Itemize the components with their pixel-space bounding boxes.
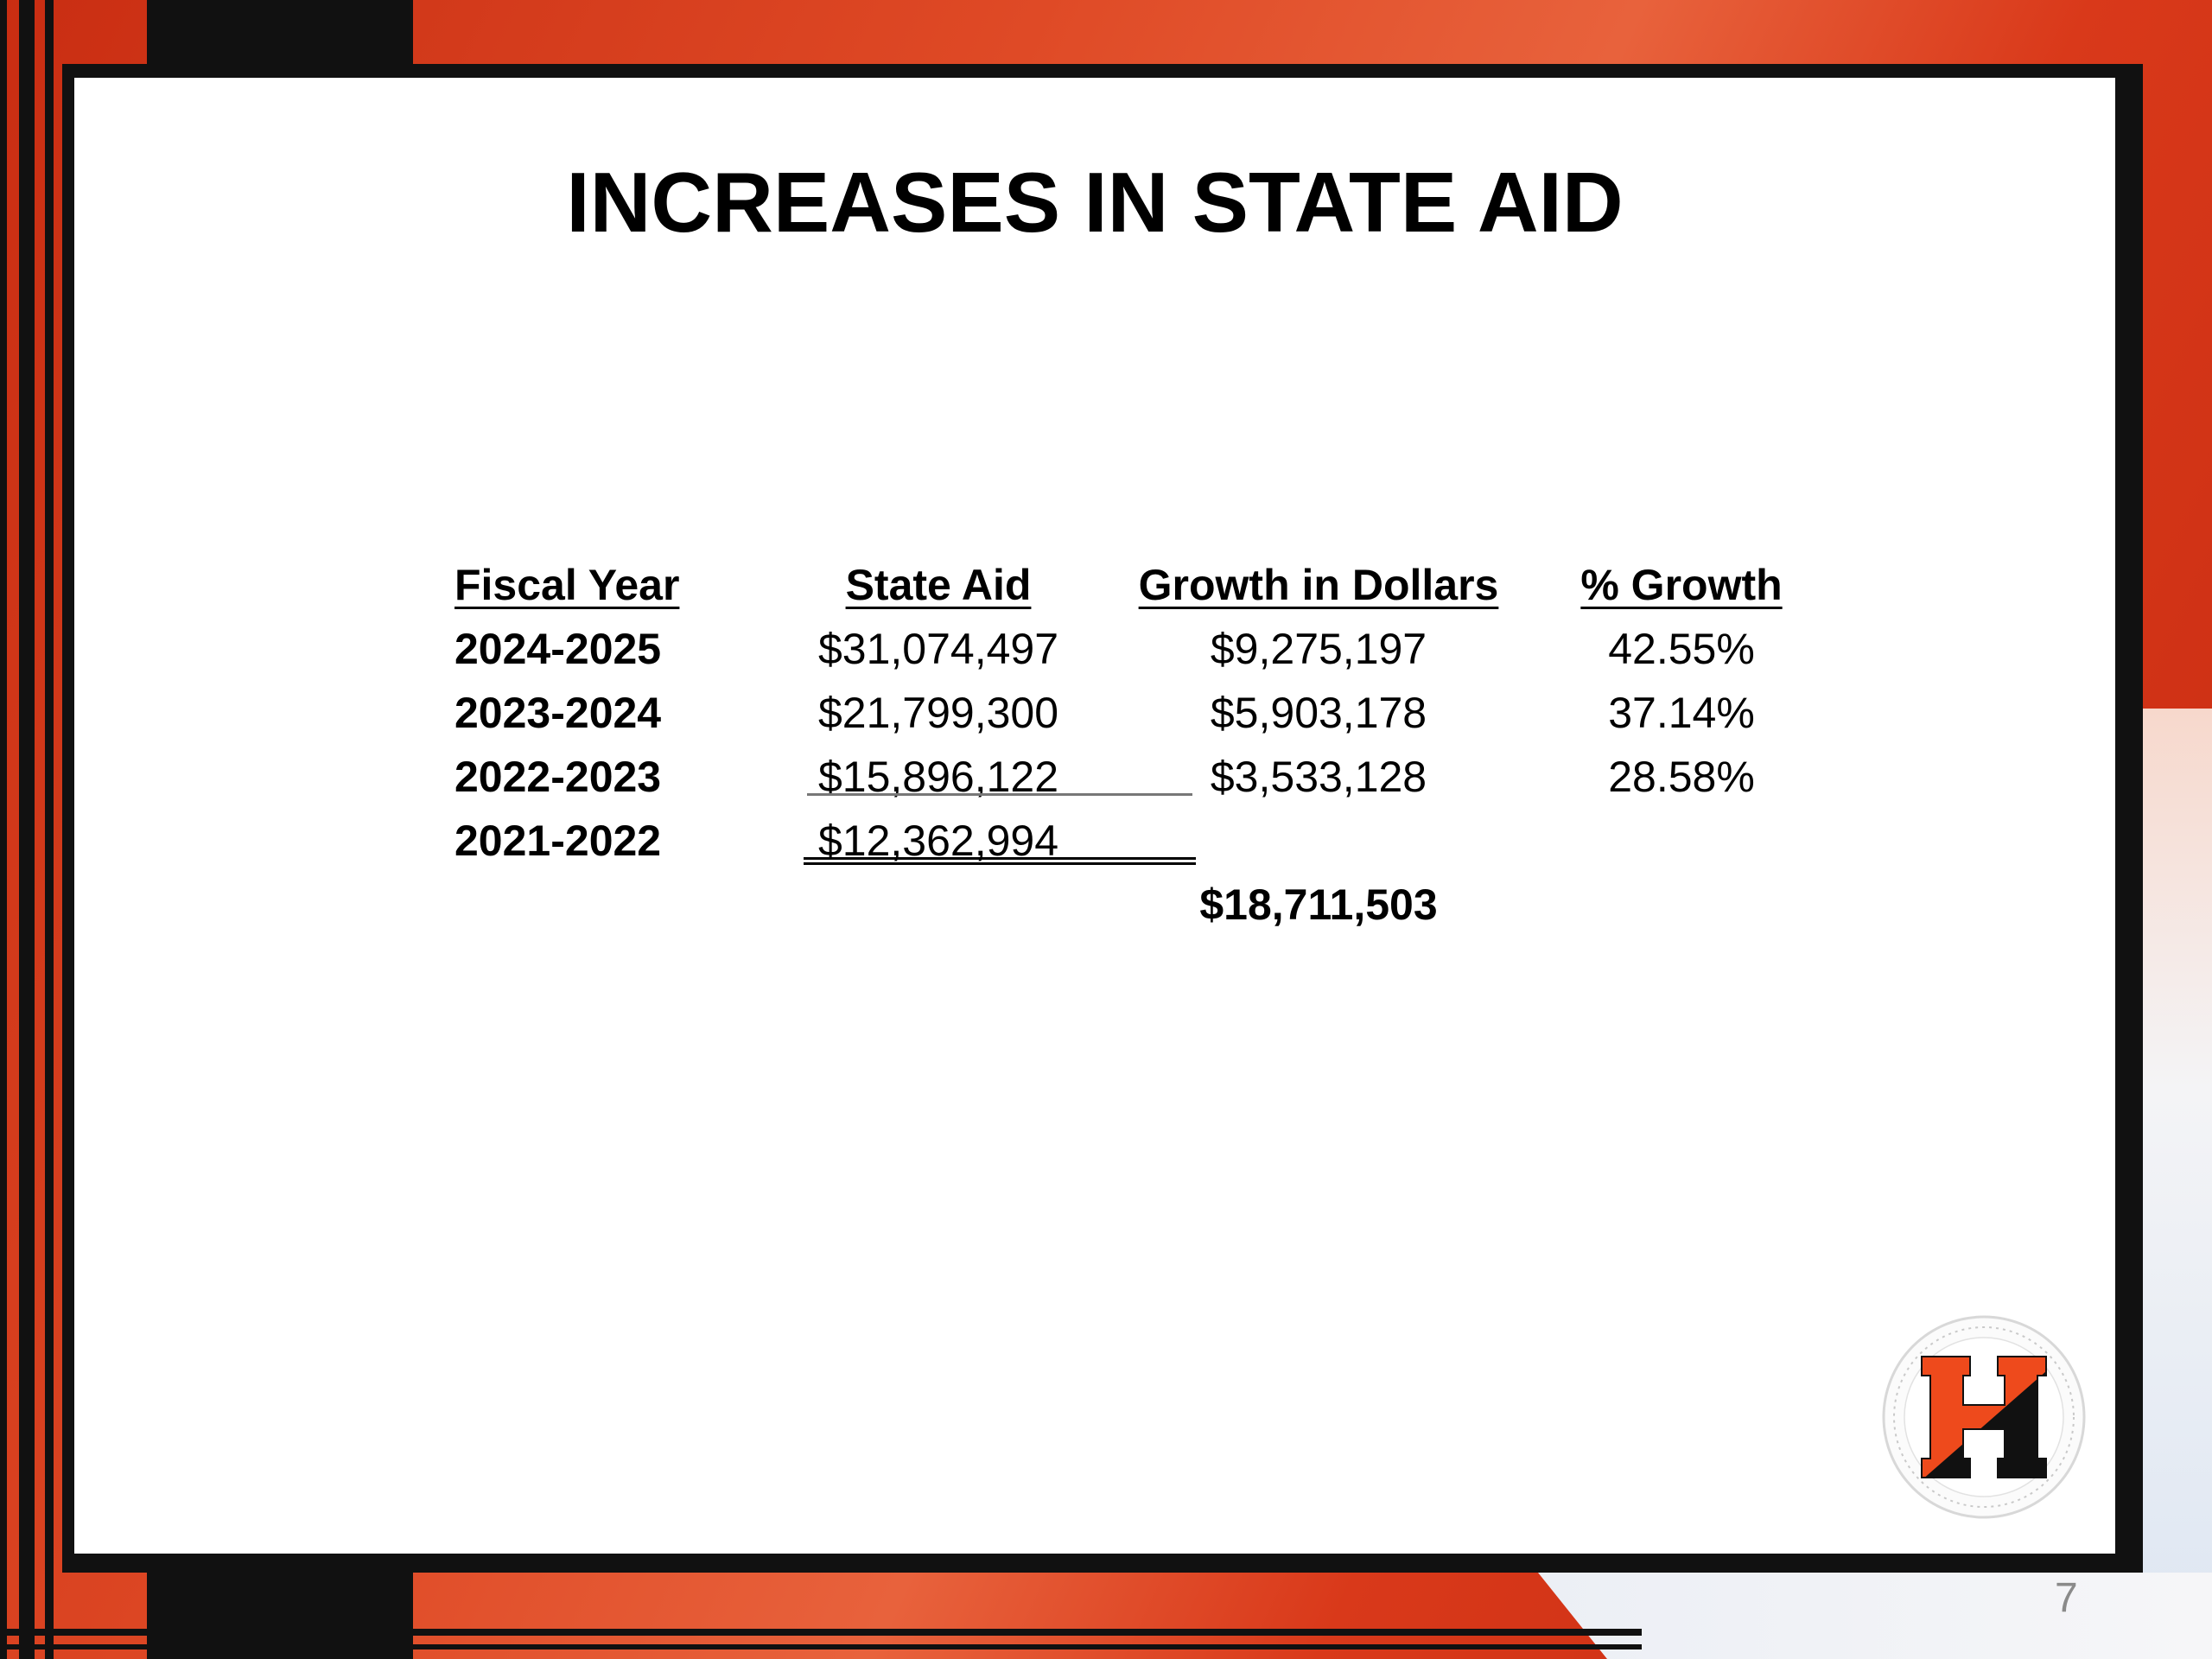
fiscal-year-cell: 2022-2023: [454, 753, 662, 801]
total-rule-top: [807, 793, 1192, 796]
state-aid-cell: $31,074,497: [817, 625, 1059, 673]
total-double-rule: [804, 862, 1196, 865]
total-growth-cell: $18,711,503: [1199, 880, 1438, 929]
decorative-stripe: [19, 0, 35, 1659]
percent-growth-cell: 28.58%: [1608, 753, 1755, 801]
state-aid-cell: $21,799,300: [817, 689, 1059, 737]
state-aid-cell: $15,896,122: [817, 753, 1059, 801]
decorative-stripe: [0, 0, 7, 1659]
percent-growth-cell: [1509, 809, 1854, 873]
growth-dollars-cell: $5,903,178: [1210, 689, 1427, 737]
total-double-rule: [804, 857, 1196, 860]
state-aid-cell: $12,362,994: [817, 817, 1059, 865]
table-header-row: Fiscal Year State Aid Growth in Dollars …: [454, 553, 1854, 617]
header-growth-dollars: Growth in Dollars: [1138, 561, 1499, 609]
growth-dollars-cell: $3,533,128: [1210, 753, 1427, 801]
decorative-stripe-bottom: [0, 1629, 1642, 1636]
table-total-row: $18,711,503: [454, 873, 1854, 937]
table-row: 2024-2025 $31,074,497 $9,275,197 42.55%: [454, 617, 1854, 681]
table-row: 2023-2024 $21,799,300 $5,903,178 37.14%: [454, 681, 1854, 745]
page-number: 7: [2055, 1575, 2078, 1621]
header-state-aid: State Aid: [845, 561, 1032, 609]
decorative-stripe: [45, 0, 54, 1659]
header-percent-growth: % Growth: [1580, 561, 1783, 609]
percent-growth-cell: 42.55%: [1608, 625, 1755, 673]
slide-content: INCREASES IN STATE AID Fiscal Year State…: [74, 78, 2115, 1554]
percent-growth-cell: 37.14%: [1608, 689, 1755, 737]
background-bottom-right: [1538, 1573, 2212, 1659]
fiscal-year-cell: 2021-2022: [454, 817, 662, 865]
header-fiscal-year: Fiscal Year: [454, 561, 680, 609]
school-seal-h-icon: [1882, 1315, 2086, 1519]
slide-title: INCREASES IN STATE AID: [566, 155, 1624, 250]
table-row: 2022-2023 $15,896,122 $3,533,128 28.58%: [454, 745, 1854, 809]
table-row: 2021-2022 $12,362,994: [454, 809, 1854, 873]
growth-dollars-cell: $9,275,197: [1210, 625, 1427, 673]
state-aid-table: Fiscal Year State Aid Growth in Dollars …: [454, 553, 1854, 937]
fiscal-year-cell: 2023-2024: [454, 689, 662, 737]
decorative-stripe-bottom: [0, 1644, 1642, 1649]
fiscal-year-cell: 2024-2025: [454, 625, 662, 673]
